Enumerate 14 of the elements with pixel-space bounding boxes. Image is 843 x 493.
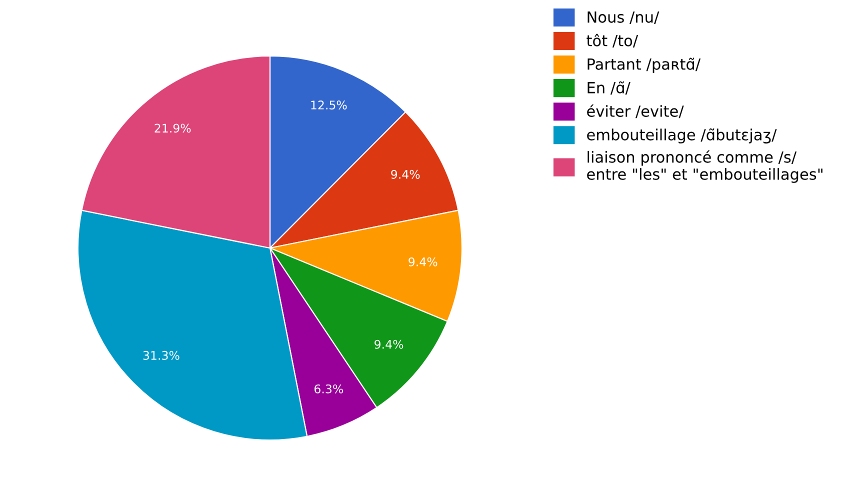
- data-label: 9.4%: [391, 170, 420, 179]
- legend-label: Partant /paʀtɑ̃/: [588, 58, 701, 73]
- legend-label: En /ɑ̃/: [588, 81, 630, 95]
- data-label: 12.5%: [311, 100, 347, 110]
- legend-label: éviter /evite/: [587, 104, 684, 118]
- data-label: 9.4%: [408, 257, 438, 266]
- data-label: 31.3%: [143, 350, 180, 360]
- legend-label: embouteillage /ɑ̃butɛjaʒ/: [587, 128, 777, 144]
- data-label: 21.9%: [154, 124, 191, 133]
- data-label: 6.3%: [314, 384, 344, 394]
- legend-label: tôt /to/: [586, 34, 638, 48]
- legend-label: Nous /nu/: [588, 11, 660, 24]
- legend-label: liaison prononcé comme /s/ entre "les" et "embouteillages": [587, 150, 822, 183]
- data-label: 9.4%: [374, 340, 404, 349]
